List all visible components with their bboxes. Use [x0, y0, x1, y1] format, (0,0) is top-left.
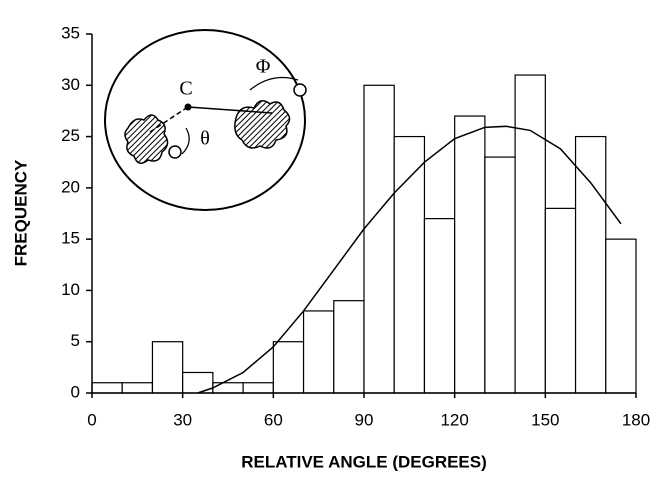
x-tick-label: 150	[531, 410, 559, 429]
x-tick-label: 60	[264, 410, 283, 429]
center-point	[184, 103, 192, 111]
x-tick-label: 30	[173, 410, 192, 429]
bar	[272, 341, 305, 394]
bar	[151, 341, 184, 394]
y-tick-label: 10	[61, 280, 80, 299]
plot-area: 0 5 10 15 20 25 30 35 0 30 60 90 120 150 180	[61, 23, 650, 429]
inset-frame	[104, 29, 306, 211]
bar	[121, 382, 154, 394]
bar	[393, 135, 426, 394]
bar	[212, 382, 244, 394]
x-axis-title: RELATIVE ANGLE (DEGREES)	[241, 452, 487, 471]
y-tick-label: 25	[61, 126, 80, 145]
y-tick-label: 5	[71, 331, 80, 350]
bar	[423, 218, 456, 394]
molecule	[234, 100, 291, 149]
probe	[293, 83, 307, 97]
bar	[91, 382, 123, 394]
inset-diagram: C Φ θ	[104, 29, 307, 211]
angle-arc	[249, 77, 299, 91]
bar	[605, 238, 637, 394]
fit-curve	[197, 125, 622, 394]
angle-arc	[181, 127, 190, 155]
y-tick-label: 15	[61, 229, 80, 248]
x-tick-label: 0	[87, 410, 96, 429]
y-tick-label: 0	[71, 382, 80, 401]
inset-label: C	[179, 78, 192, 100]
y-tick-label: 35	[61, 23, 80, 42]
x-tick-label: 120	[440, 410, 468, 429]
y-axis-title: FREQUENCY	[11, 159, 30, 266]
bar	[544, 207, 577, 394]
probe	[168, 145, 182, 159]
inset-label: θ	[200, 128, 210, 150]
vector	[187, 106, 273, 114]
y-tick-label: 20	[61, 177, 80, 196]
bar	[302, 310, 335, 394]
bar	[514, 74, 546, 394]
bar	[454, 115, 486, 394]
inset-label: Φ	[256, 56, 271, 78]
bar	[484, 156, 516, 394]
y-tick-label: 30	[61, 75, 80, 94]
bar	[242, 382, 274, 394]
bar	[333, 300, 365, 394]
bar	[574, 135, 607, 394]
x-tick-label: 90	[355, 410, 374, 429]
x-tick-label: 180	[622, 410, 650, 429]
bar	[363, 84, 395, 394]
